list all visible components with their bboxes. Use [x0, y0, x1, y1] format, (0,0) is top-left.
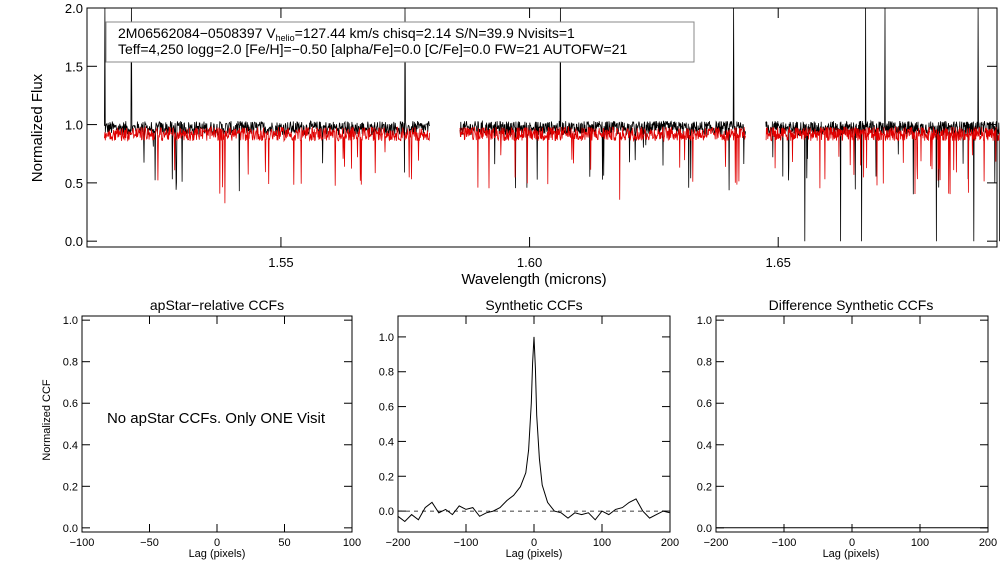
spectrum-lines [104, 7, 1000, 242]
x-tick-label: 100 [343, 537, 361, 549]
synthetic-ccf-title: Synthetic CCFs [485, 297, 582, 313]
x-tick-label: 100 [911, 537, 929, 549]
x-tick-label: −200 [704, 537, 729, 549]
apstar-ccf-ticks: −100 −50 0 50 100 0.0 0.2 0.4 0.6 0.8 1.0 [63, 315, 361, 549]
synthetic-ccf-frame [397, 315, 671, 533]
y-tick-label: 0.4 [63, 440, 78, 452]
y-tick-label: 0.0 [63, 523, 78, 535]
x-tick-label: 1.65 [766, 255, 791, 270]
x-tick-label: 0 [214, 537, 220, 549]
y-tick-label: 0.6 [379, 402, 394, 414]
synthetic-ccf-lines [397, 336, 671, 523]
synthetic-ccf-x-axis-label: Lag (pixels) [506, 548, 563, 560]
spectrum-ticks: 1.55 1.60 1.65 0.0 0.5 1.0 1.5 2.0 [65, 1, 997, 270]
y-tick-label: 1.0 [697, 315, 712, 327]
synthetic-ccf-panel: Synthetic CCFs −200 −100 0 100 200 0.0 0.2 0.4 0… [379, 297, 679, 560]
synthetic-ccf-ticks: −200 −100 0 100 200 0.0 0.2 0.4 0.6 0.8 1.0 [379, 316, 679, 549]
x-tick-label: 0 [531, 537, 537, 549]
y-tick-label: 1.0 [379, 332, 394, 344]
x-tick-label: 200 [661, 537, 679, 549]
y-tick-label: 1.0 [65, 118, 83, 133]
x-tick-label: 1.55 [268, 255, 293, 270]
spectrum-info-line1: 2M06562084−0508397 Vhelio=127.44 km/s ch… [118, 25, 575, 43]
spectrum-x-axis-label: Wavelength (microns) [461, 271, 606, 288]
y-tick-label: 0.6 [63, 398, 78, 410]
y-tick-label: 0.8 [379, 367, 394, 379]
y-tick-label: 0.6 [697, 398, 712, 410]
apstar-ccf-note: No apStar CCFs. Only ONE Visit [107, 410, 326, 427]
x-tick-label: −50 [140, 537, 159, 549]
x-tick-label: −200 [386, 537, 411, 549]
x-tick-label: −100 [454, 537, 479, 549]
y-tick-label: 0.0 [697, 523, 712, 535]
y-tick-label: 1.0 [63, 315, 78, 327]
difference-ccf-x-axis-label: Lag (pixels) [823, 548, 880, 560]
difference-ccf-panel: Difference Synthetic CCFs −200 −100 0 100 20… [697, 297, 997, 560]
apstar-ccf-panel: apStar−relative CCFs −100 −50 0 50 100 0.0 0.2… [41, 297, 361, 560]
y-tick-label: 0.4 [379, 436, 394, 448]
difference-ccf-title: Difference Synthetic CCFs [769, 297, 934, 313]
y-tick-label: 0.2 [379, 471, 394, 483]
x-tick-label: 100 [593, 537, 611, 549]
model-flux-line [104, 125, 1000, 204]
y-tick-label: 0.8 [63, 357, 78, 369]
spectrum-y-axis-label: Normalized Flux [29, 73, 46, 182]
spectrum-info-line2: Teff=4,250 logg=2.0 [Fe/H]=−0.50 [alpha/… [118, 41, 627, 57]
apstar-ccf-y-axis-label: Normalized CCF [41, 379, 53, 461]
apstar-ccf-x-axis-label: Lag (pixels) [189, 548, 246, 560]
y-tick-label: 2.0 [65, 1, 83, 16]
x-tick-label: 50 [278, 537, 290, 549]
y-tick-label: 1.5 [65, 59, 83, 74]
x-tick-label: 200 [979, 537, 997, 549]
y-tick-label: 0.2 [697, 481, 712, 493]
y-tick-label: 0.4 [697, 440, 712, 452]
y-tick-label: 0.8 [697, 357, 712, 369]
x-tick-label: −100 [772, 537, 797, 549]
difference-ccf-frame [715, 315, 989, 533]
apstar-ccf-title: apStar−relative CCFs [150, 297, 284, 313]
difference-ccf-ticks: −200 −100 0 100 200 0.0 0.2 0.4 0.6 0.8 1.0 [697, 315, 997, 549]
x-tick-label: 1.60 [517, 255, 542, 270]
y-tick-label: 0.0 [379, 506, 394, 518]
spectrum-frame [86, 7, 998, 248]
y-tick-label: 0.0 [65, 234, 83, 249]
spectrum-info-box [105, 21, 695, 63]
synthetic-ccf-line [397, 336, 671, 523]
x-tick-label: −100 [70, 537, 95, 549]
y-tick-label: 0.5 [65, 176, 83, 191]
y-tick-label: 0.2 [63, 481, 78, 493]
spectrum-panel: 1.55 1.60 1.65 0.0 0.5 1.0 1.5 2.0 2M06562084−0… [29, 1, 1000, 288]
x-tick-label: 0 [849, 537, 855, 549]
